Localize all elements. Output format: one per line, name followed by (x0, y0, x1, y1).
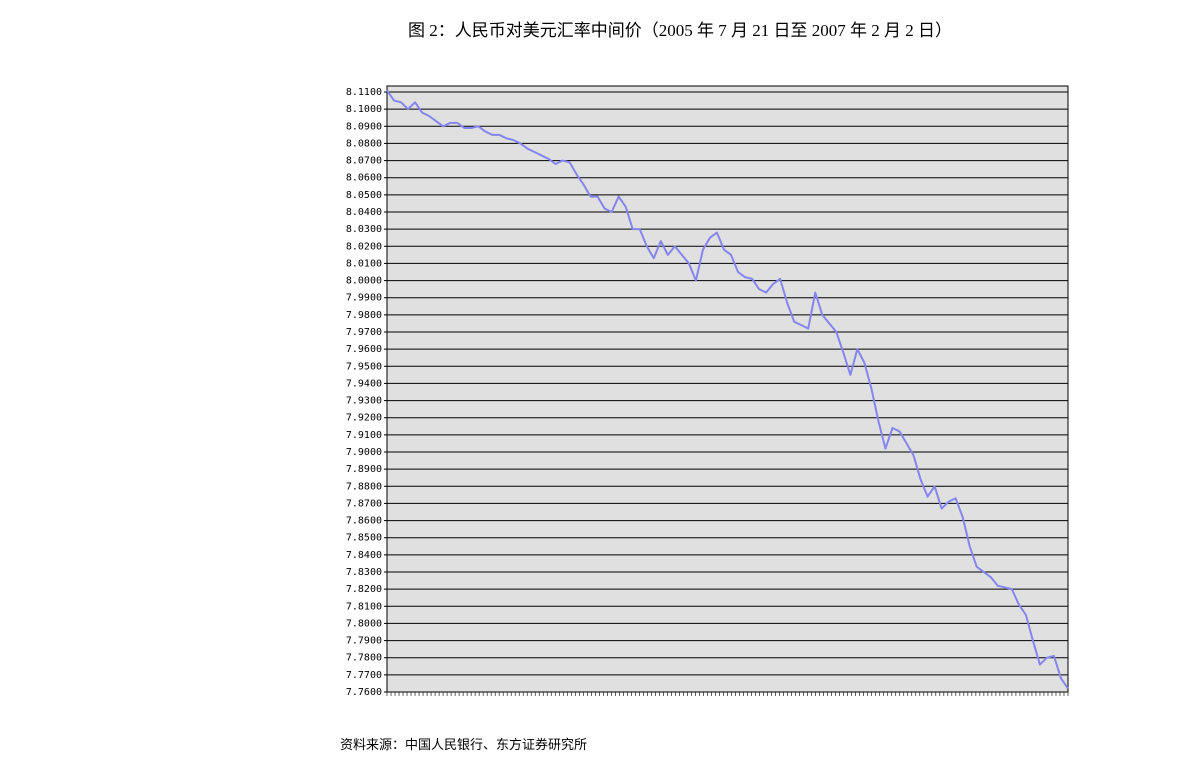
y-tick-label: 8.0500 (346, 190, 382, 201)
y-tick-label: 7.9700 (346, 327, 382, 338)
y-tick-label: 7.9300 (346, 396, 382, 407)
y-tick-label: 7.8500 (346, 533, 382, 544)
y-tick-label: 7.9800 (346, 310, 382, 321)
y-tick-label: 7.9400 (346, 378, 382, 389)
y-tick-label: 8.0100 (346, 258, 382, 269)
y-tick-label: 8.0400 (346, 207, 382, 218)
y-tick-label: 7.9600 (346, 344, 382, 355)
y-tick-label: 7.8100 (346, 601, 382, 612)
y-tick-label: 8.0800 (346, 138, 382, 149)
y-tick-label: 7.8900 (346, 464, 382, 475)
y-tick-label: 7.9100 (346, 430, 382, 441)
y-tick-label: 8.0200 (346, 241, 382, 252)
y-tick-label: 8.0600 (346, 173, 382, 184)
y-tick-label: 7.9000 (346, 447, 382, 458)
y-tick-label: 7.7800 (346, 653, 382, 664)
y-tick-label: 7.8700 (346, 498, 382, 509)
y-tick-label: 7.7700 (346, 670, 382, 681)
y-tick-label: 8.0900 (346, 121, 382, 132)
y-tick-label: 7.8600 (346, 516, 382, 527)
data-line (386, 89, 1069, 690)
y-tick-label: 7.8800 (346, 481, 382, 492)
y-tick-label: 8.0300 (346, 224, 382, 235)
y-tick-label: 7.7900 (346, 636, 382, 647)
y-tick-label: 8.1000 (346, 104, 382, 115)
y-tick-label: 7.9900 (346, 293, 382, 304)
y-tick-label: 8.1100 (346, 87, 382, 98)
y-tick-label: 7.8300 (346, 567, 382, 578)
chart-title: 图 2：人民币对美元汇率中间价（2005 年 7 月 21 日至 2007 年 … (408, 21, 952, 40)
y-tick-label: 8.0700 (346, 156, 382, 167)
source-note: 资料来源：中国人民银行、东方证券研究所 (340, 737, 587, 752)
plot-area (386, 85, 1069, 693)
y-tick-label: 7.8400 (346, 550, 382, 561)
y-tick-label: 7.9200 (346, 413, 382, 424)
y-tick-label: 7.8000 (346, 618, 382, 629)
y-tick-label: 7.7600 (346, 687, 382, 698)
y-tick-label: 7.9500 (346, 361, 382, 372)
y-tick-label: 7.8200 (346, 584, 382, 595)
y-tick-label: 8.0000 (346, 276, 382, 287)
